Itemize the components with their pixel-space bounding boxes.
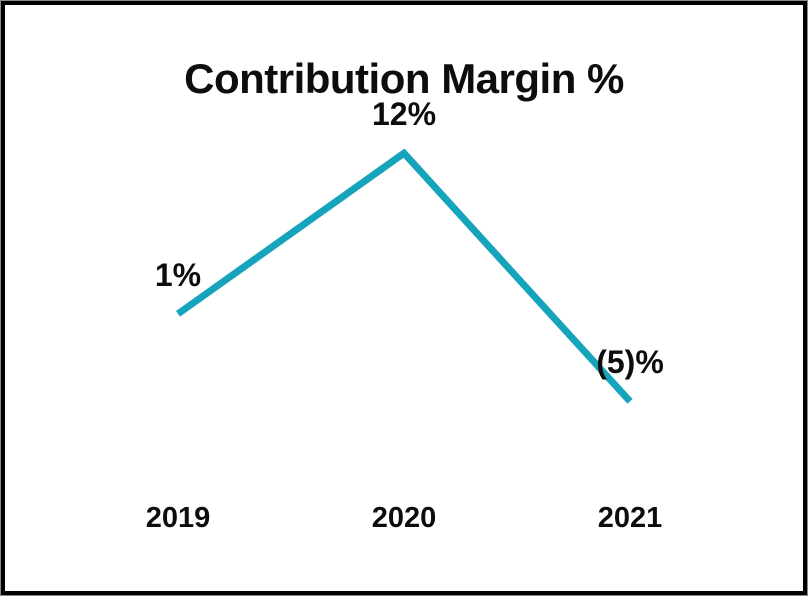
x-axis-label-2020: 2020 xyxy=(371,502,437,534)
contribution-margin-line xyxy=(175,148,633,404)
data-label-2020: 12% xyxy=(371,96,437,133)
data-label-2021: (5)% xyxy=(596,344,664,381)
data-label-2019: 1% xyxy=(154,256,202,293)
x-axis-label-2019: 2019 xyxy=(145,502,211,534)
x-axis-label-2021: 2021 xyxy=(597,502,663,534)
chart-title: Contribution Margin % xyxy=(184,55,624,102)
